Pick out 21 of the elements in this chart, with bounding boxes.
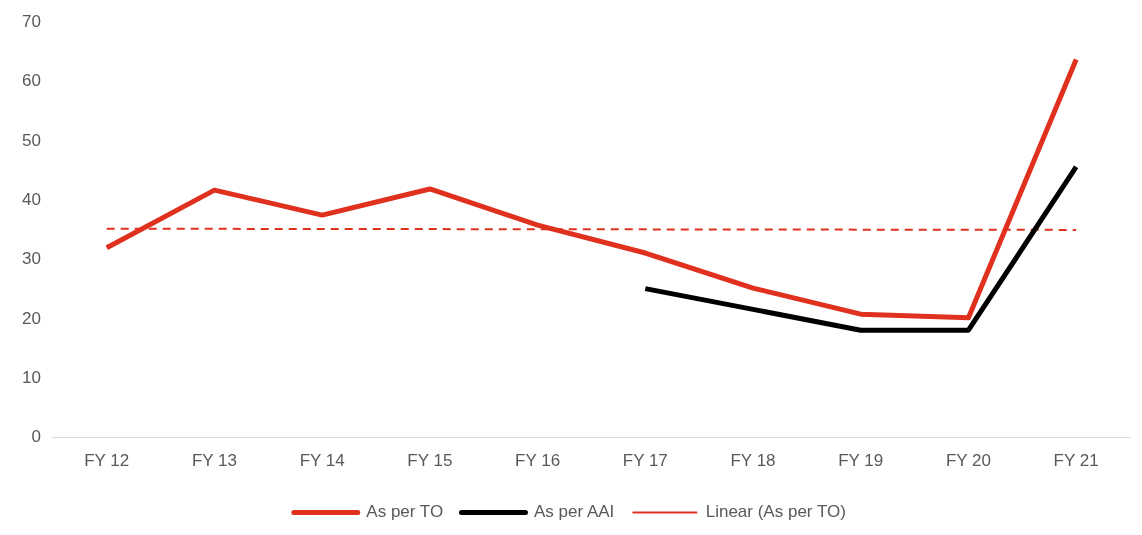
x-tick-label: FY 19 [838, 451, 884, 471]
y-tick-label: 50 [21, 130, 41, 150]
x-tick-label: FY 17 [622, 451, 668, 471]
y-tick-label: 70 [21, 11, 41, 31]
legend-label: As per TO [366, 502, 444, 522]
y-tick-label: 30 [21, 249, 41, 269]
x-tick-label: FY 18 [730, 451, 776, 471]
legend-label: Linear (As per TO) [705, 502, 846, 522]
x-tick-label: FY 13 [191, 451, 237, 471]
x-tick-label: FY 14 [299, 451, 345, 471]
x-tick-label: FY 20 [945, 451, 991, 471]
y-tick-label: 0 [31, 427, 41, 447]
legend-label: As per AAI [533, 502, 615, 522]
y-tick-label: 10 [21, 367, 41, 387]
x-tick-label: FY 12 [84, 451, 130, 471]
y-tick-label: 60 [21, 71, 41, 91]
y-tick-label: 20 [21, 308, 41, 328]
x-tick-label: FY 21 [1053, 451, 1099, 471]
y-tick-label: 40 [21, 189, 41, 209]
x-tick-label: FY 16 [515, 451, 561, 471]
x-tick-label: FY 15 [407, 451, 453, 471]
